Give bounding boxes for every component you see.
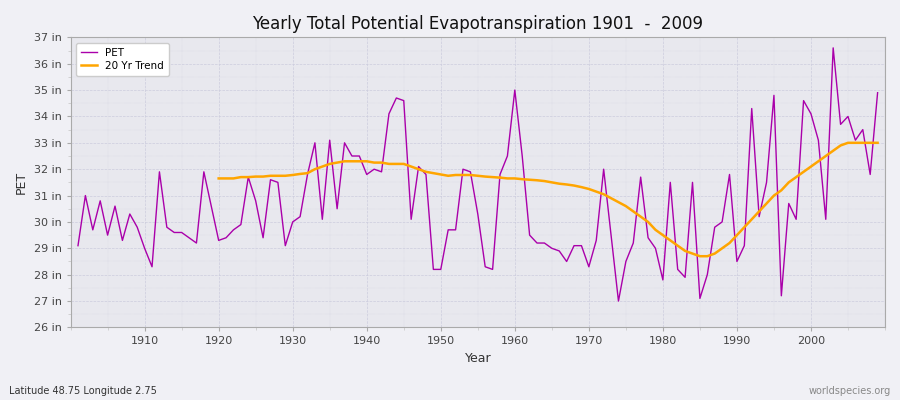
20 Yr Trend — [443, 173, 454, 178]
PET — [73, 243, 84, 248]
PET — [509, 88, 520, 92]
20 Yr Trend — [332, 160, 343, 165]
20 Yr Trend — [228, 176, 238, 181]
PET — [294, 214, 305, 219]
PET — [339, 140, 350, 145]
20 Yr Trend — [257, 174, 268, 179]
PET — [828, 46, 839, 50]
20 Yr Trend — [495, 175, 506, 180]
Line: 20 Yr Trend: 20 Yr Trend — [219, 161, 500, 178]
Text: Latitude 48.75 Longitude 2.75: Latitude 48.75 Longitude 2.75 — [9, 386, 157, 396]
20 Yr Trend — [220, 176, 231, 181]
Line: PET: PET — [78, 48, 878, 301]
20 Yr Trend — [436, 172, 446, 177]
20 Yr Trend — [383, 162, 394, 166]
20 Yr Trend — [339, 159, 350, 164]
20 Yr Trend — [457, 172, 468, 177]
20 Yr Trend — [472, 173, 483, 178]
20 Yr Trend — [376, 160, 387, 165]
20 Yr Trend — [273, 173, 284, 178]
20 Yr Trend — [302, 171, 313, 176]
20 Yr Trend — [420, 170, 431, 174]
PET — [613, 299, 624, 304]
20 Yr Trend — [391, 162, 401, 166]
20 Yr Trend — [465, 172, 476, 177]
20 Yr Trend — [236, 175, 247, 180]
PET — [872, 90, 883, 95]
20 Yr Trend — [406, 164, 417, 169]
20 Yr Trend — [280, 173, 291, 178]
20 Yr Trend — [243, 175, 254, 180]
Y-axis label: PET: PET — [15, 171, 28, 194]
20 Yr Trend — [317, 164, 328, 169]
PET — [502, 154, 513, 158]
20 Yr Trend — [346, 159, 357, 164]
20 Yr Trend — [361, 159, 372, 164]
X-axis label: Year: Year — [464, 352, 491, 365]
Legend: PET, 20 Yr Trend: PET, 20 Yr Trend — [76, 42, 169, 76]
20 Yr Trend — [369, 160, 380, 165]
20 Yr Trend — [324, 162, 335, 166]
20 Yr Trend — [413, 167, 424, 172]
20 Yr Trend — [213, 176, 224, 181]
20 Yr Trend — [294, 172, 305, 176]
20 Yr Trend — [428, 171, 439, 176]
Text: worldspecies.org: worldspecies.org — [809, 386, 891, 396]
20 Yr Trend — [399, 162, 410, 166]
20 Yr Trend — [287, 172, 298, 177]
20 Yr Trend — [487, 175, 498, 180]
20 Yr Trend — [480, 174, 491, 179]
20 Yr Trend — [354, 159, 364, 164]
20 Yr Trend — [310, 167, 320, 172]
20 Yr Trend — [450, 172, 461, 177]
20 Yr Trend — [250, 174, 261, 179]
20 Yr Trend — [266, 173, 276, 178]
Title: Yearly Total Potential Evapotranspiration 1901  -  2009: Yearly Total Potential Evapotranspiratio… — [252, 15, 703, 33]
PET — [598, 167, 609, 172]
PET — [131, 225, 142, 230]
